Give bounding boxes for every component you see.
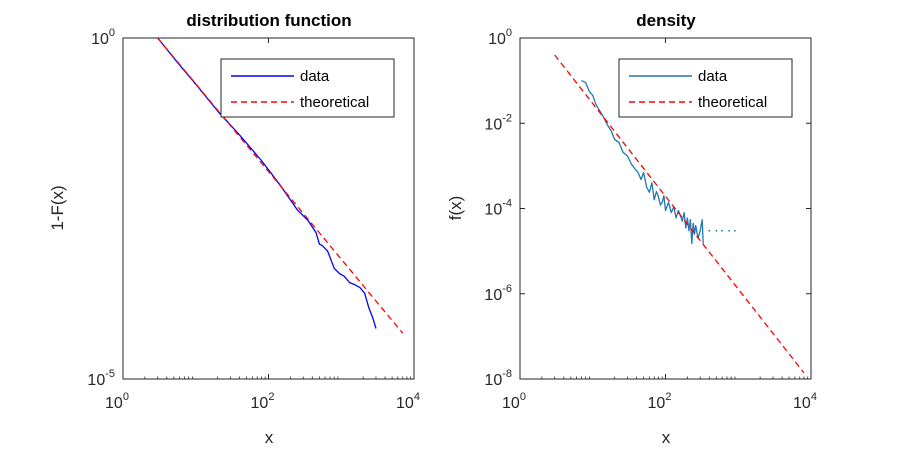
x-tick-label: 102 <box>251 391 275 412</box>
x-tick-label-base: 10 <box>251 395 269 412</box>
series-line-theoretical <box>157 37 404 334</box>
y-tick-label-exponent: -4 <box>502 198 512 210</box>
legend-label-theoretical: theoretical <box>300 94 369 111</box>
x-tick-label: 104 <box>396 391 420 412</box>
series-line-data <box>157 37 377 329</box>
x-tick-label-exponent: 4 <box>414 391 420 403</box>
series-layer <box>554 54 805 374</box>
x-tick-label: 102 <box>648 391 672 412</box>
chart-title: density <box>636 11 696 30</box>
x-tick-label: 104 <box>793 391 817 412</box>
y-tick-label: 100 <box>91 27 115 48</box>
legend-box <box>220 58 395 118</box>
legend: data theoretical <box>220 58 395 118</box>
x-tick-label-base: 10 <box>648 395 666 412</box>
x-tick-label-base: 10 <box>396 395 414 412</box>
y-tick-label: 100 <box>488 27 512 48</box>
chart-title: distribution function <box>186 11 351 30</box>
data-point <box>721 229 723 232</box>
series-layer <box>157 37 404 334</box>
data-point <box>728 229 731 232</box>
x-tick-label-exponent: 2 <box>665 391 671 403</box>
y-tick-label-base: 10 <box>484 287 502 304</box>
legend: data theoretical <box>618 58 793 118</box>
y-tick-label-exponent: -2 <box>502 112 512 124</box>
y-tick-label-exponent: -6 <box>502 283 512 295</box>
legend-label-theoretical: theoretical <box>698 94 767 111</box>
y-tick-label-exponent: -8 <box>502 368 512 380</box>
x-tick-label: 100 <box>502 391 526 412</box>
y-tick-label-base: 10 <box>488 31 506 48</box>
data-point <box>708 229 711 232</box>
x-tick-label-exponent: 0 <box>123 391 129 403</box>
series-line-data <box>581 80 704 245</box>
y-tick-label: 10-2 <box>484 112 512 133</box>
x-tick-label-base: 10 <box>502 395 520 412</box>
data-point <box>734 229 736 232</box>
y-tick-label-base: 10 <box>484 202 502 219</box>
x-axis-label: x <box>662 428 671 447</box>
y-tick-label: 10-6 <box>484 283 512 304</box>
x-axis-label: x <box>265 428 274 447</box>
y-tick-label-exponent: 0 <box>109 27 115 39</box>
y-tick-label: 10-4 <box>484 198 512 219</box>
y-tick-label-base: 10 <box>484 372 502 389</box>
x-tick-label-exponent: 0 <box>520 391 526 403</box>
y-tick-label-exponent: -5 <box>105 368 115 380</box>
legend-box <box>618 58 793 118</box>
x-tick-label-exponent: 2 <box>268 391 274 403</box>
data-point <box>715 229 718 232</box>
y-tick-label: 10-5 <box>87 368 115 389</box>
y-axis-label: f(x) <box>446 196 465 221</box>
x-tick-label-exponent: 4 <box>811 391 817 403</box>
x-tick-label: 100 <box>105 391 129 412</box>
x-tick-label-base: 10 <box>105 395 123 412</box>
y-tick-label-base: 10 <box>87 372 105 389</box>
legend-label-data: data <box>698 68 728 85</box>
y-axis-label: 1-F(x) <box>48 185 67 230</box>
y-tick-label-base: 10 <box>484 116 502 133</box>
y-tick-label-exponent: 0 <box>506 27 512 39</box>
y-tick-label: 10-8 <box>484 368 512 389</box>
x-tick-label-base: 10 <box>793 395 811 412</box>
legend-label-data: data <box>300 68 330 85</box>
series-line-theoretical <box>554 54 805 374</box>
y-tick-label-base: 10 <box>91 31 109 48</box>
